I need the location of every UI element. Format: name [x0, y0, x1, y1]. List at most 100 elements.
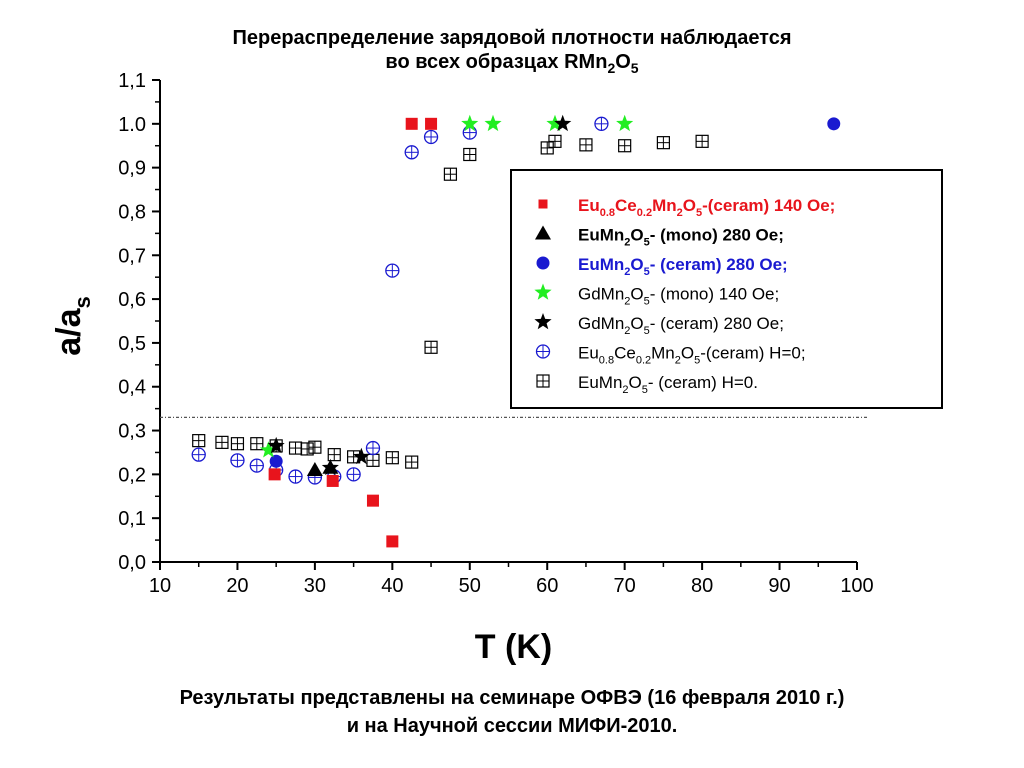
- legend-label: EuMn2O5- (ceram) H=0.: [578, 373, 758, 396]
- data-point: [423, 129, 439, 145]
- square-marker: [538, 199, 548, 209]
- legend-label-part: 5: [694, 355, 700, 367]
- star-marker: [534, 283, 552, 300]
- legend-label-part: 2: [677, 207, 683, 219]
- square-marker: [405, 117, 418, 130]
- legend-label-part: - (ceram) H=0.: [648, 373, 758, 392]
- data-point: [554, 114, 572, 132]
- data-point: [346, 467, 361, 482]
- legend-label-part: - (ceram) 280 Oe;: [650, 314, 784, 333]
- y-tick-label: 0,4: [118, 377, 146, 399]
- data-point: [250, 437, 264, 451]
- legend-label-part: O: [630, 226, 643, 245]
- data-point: [268, 468, 281, 481]
- legend-label-part: Mn: [652, 196, 677, 215]
- legend-label-part: 5: [644, 296, 650, 308]
- data-point: [656, 136, 670, 150]
- legend-label-part: 2: [675, 355, 681, 367]
- data-point: [425, 117, 438, 130]
- data-point: [385, 263, 400, 278]
- legend-label-part: O: [630, 285, 643, 304]
- legend-label-part: 5: [644, 325, 650, 337]
- circle-marker: [269, 454, 283, 468]
- legend-label-part: 5: [642, 384, 648, 396]
- legend-marker: [535, 344, 551, 359]
- star-marker: [554, 114, 572, 132]
- square-marker: [268, 468, 281, 481]
- data-point: [365, 440, 381, 456]
- data-point: [269, 454, 283, 468]
- star-marker: [484, 114, 502, 132]
- data-point: [288, 469, 303, 484]
- circle-marker: [827, 117, 841, 131]
- data-point: [405, 117, 418, 130]
- data-point: [215, 435, 229, 449]
- x-tick-label: 70: [614, 575, 636, 597]
- legend-label-part: - (mono) 280 Oe;: [650, 226, 784, 245]
- footer-line-2: и на Научной сессии МИФИ-2010.: [346, 715, 678, 737]
- data-point: [366, 453, 380, 467]
- legend: Eu0.8Ce0.2Mn2O5-(ceram) 140 Oe;EuMn2O5- …: [510, 169, 943, 409]
- title-subscript: 5: [630, 60, 639, 76]
- legend-label-part: EuMn: [578, 226, 624, 245]
- star-marker: [534, 313, 552, 330]
- x-tick-label: 10: [149, 575, 171, 597]
- star-marker: [267, 436, 285, 454]
- y-axis-label-main: a/a: [50, 307, 88, 355]
- legend-label-part: Ce: [614, 344, 636, 363]
- data-point: [288, 441, 303, 455]
- circle-marker: [536, 256, 550, 270]
- legend-label: Eu0.8Ce0.2Mn2O5-(ceram) 140 Oe;: [578, 196, 835, 219]
- star-marker: [259, 441, 277, 458]
- data-point: [827, 117, 841, 131]
- legend-marker: [536, 374, 550, 388]
- square-marker: [326, 474, 339, 487]
- data-point: [462, 125, 477, 140]
- footer-note: Результаты представлены на семинаре ОФВЭ…: [12, 684, 1012, 740]
- legend-label-part: 0.2: [636, 355, 651, 367]
- series-5: [191, 116, 609, 485]
- y-axis-label-subscript: s: [70, 296, 95, 308]
- star-marker: [352, 447, 370, 465]
- data-point: [308, 440, 322, 454]
- triangle-marker: [535, 225, 551, 240]
- data-point: [267, 436, 285, 454]
- legend-label: GdMn2O5- (ceram) 280 Oe;: [578, 314, 784, 337]
- legend-label: GdMn2O5- (mono) 140 Oe;: [578, 285, 779, 308]
- data-point: [616, 114, 634, 132]
- legend-label-part: 2: [624, 237, 630, 249]
- y-tick-label: 0,5: [118, 333, 146, 355]
- series-3: [259, 114, 634, 458]
- legend-label-part: 0.8: [599, 355, 614, 367]
- legend-label: EuMn2O5- (mono) 280 Oe;: [578, 226, 784, 249]
- legend-label: Eu0.8Ce0.2Mn2O5-(ceram) H=0;: [578, 344, 806, 367]
- data-point: [306, 461, 323, 476]
- y-tick-label: 0,7: [118, 245, 146, 267]
- y-axis-label: a/as: [50, 296, 95, 356]
- legend-label-part: EuMn: [578, 373, 622, 392]
- data-point: [249, 458, 264, 473]
- data-point: [352, 447, 370, 465]
- data-point: [618, 139, 632, 153]
- data-point: [424, 340, 438, 354]
- data-point: [321, 458, 339, 476]
- title-subscript: 2: [607, 60, 616, 76]
- data-point: [443, 167, 458, 181]
- legend-label-part: 2: [622, 384, 628, 396]
- legend-marker: [534, 283, 552, 300]
- data-point: [546, 114, 564, 132]
- star-marker: [546, 114, 564, 132]
- data-point: [463, 147, 477, 162]
- data-point: [579, 138, 593, 152]
- legend-label-part: Eu: [578, 196, 600, 215]
- y-tick-label: 0,9: [118, 158, 146, 180]
- data-point: [259, 441, 277, 458]
- legend-label-part: 0.2: [637, 207, 652, 219]
- data-point: [484, 114, 502, 132]
- data-point: [386, 535, 399, 548]
- y-tick-label: 0,1: [118, 508, 146, 530]
- y-tick-label: 0,6: [118, 289, 146, 311]
- legend-label-part: -(ceram) 140 Oe;: [702, 196, 835, 215]
- legend-label-part: EuMn: [578, 255, 624, 274]
